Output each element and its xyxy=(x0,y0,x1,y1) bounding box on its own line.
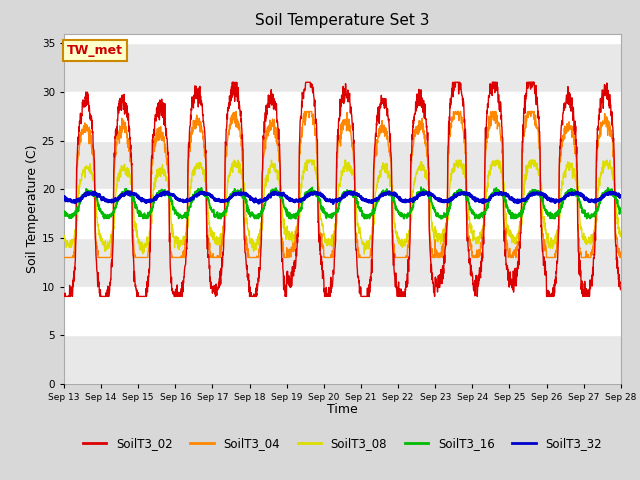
SoilT3_32 xyxy=(568,190,575,195)
SoilT3_08 xyxy=(360,251,368,257)
SoilT3_02 xyxy=(60,293,68,300)
SoilT3_04 xyxy=(60,254,68,260)
SoilT3_32 xyxy=(215,197,223,203)
SoilT3_04 xyxy=(583,254,591,260)
SoilT3_04 xyxy=(617,249,625,255)
SoilT3_16 xyxy=(584,214,591,219)
SoilT3_16 xyxy=(358,214,366,219)
Line: SoilT3_08: SoilT3_08 xyxy=(64,160,621,254)
Legend: SoilT3_02, SoilT3_04, SoilT3_08, SoilT3_16, SoilT3_32: SoilT3_02, SoilT3_04, SoilT3_08, SoilT3_… xyxy=(78,433,607,455)
SoilT3_04 xyxy=(215,254,223,260)
X-axis label: Time: Time xyxy=(327,403,358,417)
SoilT3_32 xyxy=(385,189,393,194)
Line: SoilT3_02: SoilT3_02 xyxy=(64,82,621,296)
SoilT3_08 xyxy=(568,163,575,169)
SoilT3_16 xyxy=(371,206,378,212)
Title: Soil Temperature Set 3: Soil Temperature Set 3 xyxy=(255,13,429,28)
SoilT3_02 xyxy=(358,293,366,300)
Line: SoilT3_32: SoilT3_32 xyxy=(64,192,621,204)
SoilT3_16 xyxy=(504,209,512,215)
SoilT3_16 xyxy=(617,205,625,211)
Bar xyxy=(64,141,621,189)
SoilT3_32 xyxy=(358,197,366,203)
SoilT3_16 xyxy=(216,214,223,219)
Text: TW_met: TW_met xyxy=(67,44,123,57)
SoilT3_04 xyxy=(358,254,366,260)
SoilT3_32 xyxy=(617,193,625,199)
SoilT3_08 xyxy=(504,223,512,229)
SoilT3_32 xyxy=(504,192,512,198)
SoilT3_32 xyxy=(584,197,591,203)
SoilT3_04 xyxy=(301,108,308,114)
Bar xyxy=(64,336,621,384)
SoilT3_02 xyxy=(617,287,625,292)
SoilT3_08 xyxy=(584,240,591,246)
Y-axis label: Soil Temperature (C): Soil Temperature (C) xyxy=(26,144,39,273)
Line: SoilT3_16: SoilT3_16 xyxy=(64,187,621,218)
SoilT3_32 xyxy=(60,194,68,200)
Line: SoilT3_04: SoilT3_04 xyxy=(64,111,621,257)
SoilT3_08 xyxy=(60,233,68,239)
SoilT3_02 xyxy=(504,266,512,272)
SoilT3_04 xyxy=(504,254,512,260)
SoilT3_16 xyxy=(100,216,108,221)
SoilT3_02 xyxy=(568,102,575,108)
SoilT3_04 xyxy=(568,127,575,132)
SoilT3_08 xyxy=(358,241,366,247)
SoilT3_32 xyxy=(371,198,378,204)
SoilT3_16 xyxy=(60,211,68,216)
SoilT3_08 xyxy=(371,195,379,201)
Bar xyxy=(64,238,621,287)
SoilT3_02 xyxy=(228,79,236,85)
SoilT3_16 xyxy=(568,189,575,194)
SoilT3_08 xyxy=(230,157,238,163)
SoilT3_04 xyxy=(371,157,378,163)
SoilT3_02 xyxy=(583,288,591,294)
Bar xyxy=(64,43,621,92)
SoilT3_16 xyxy=(417,184,425,190)
SoilT3_02 xyxy=(371,145,378,151)
SoilT3_08 xyxy=(617,234,625,240)
SoilT3_02 xyxy=(215,284,223,289)
SoilT3_32 xyxy=(330,201,337,207)
SoilT3_08 xyxy=(215,235,223,241)
